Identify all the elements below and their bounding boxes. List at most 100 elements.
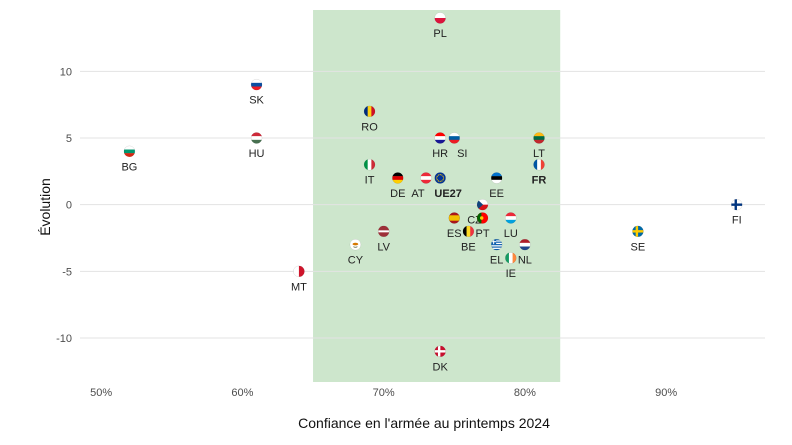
x-axis-title: Confiance en l'armée au printemps 2024 [298, 415, 550, 431]
fi-flag-icon [731, 199, 743, 211]
point-label: RO [361, 121, 378, 133]
nl-flag-icon [519, 239, 531, 251]
fr-flag-icon [533, 159, 545, 171]
data-point-be: BE [461, 225, 476, 253]
point-label: BE [461, 241, 476, 253]
data-point-si: SI [448, 132, 467, 160]
y-tick-label: 0 [66, 200, 72, 212]
point-label: LT [533, 148, 545, 160]
pl-flag-icon [434, 12, 446, 24]
lu-flag-icon [505, 212, 517, 224]
data-point-pt: PT [475, 212, 490, 240]
point-label: BG [121, 161, 137, 173]
de-flag-icon [392, 172, 404, 184]
x-tick-label: 50% [90, 387, 112, 399]
pt-flag-icon [477, 212, 489, 224]
data-point-ee: EE [489, 172, 504, 200]
data-point-mt: MT [291, 265, 307, 293]
point-label: SE [631, 241, 646, 253]
sk-flag-icon [251, 79, 263, 91]
x-tick-label: 80% [514, 387, 536, 399]
data-point-sk: SK [249, 78, 265, 107]
cy-flag-icon [349, 239, 361, 251]
point-label: PL [433, 28, 446, 40]
point-label: IE [506, 268, 516, 280]
point-label: ES [447, 228, 462, 240]
hu-flag-icon [251, 132, 263, 144]
data-point-at: AT [411, 172, 432, 200]
data-point-ie: IE [505, 252, 517, 280]
highlight-band-layer [313, 10, 561, 382]
ie-flag-icon [505, 252, 517, 264]
at-flag-icon [420, 172, 432, 184]
point-label: LU [504, 228, 518, 240]
point-label: HR [432, 148, 448, 160]
point-label: IT [365, 175, 375, 187]
data-point-lt: LT [533, 132, 545, 160]
point-label: PT [475, 228, 489, 240]
point-label: FR [532, 175, 547, 187]
x-tick-label: 60% [231, 387, 253, 399]
hr-flag-icon [434, 132, 446, 144]
data-point-nl: NL [518, 238, 532, 267]
lv-flag-icon [378, 225, 390, 237]
bg-flag-icon [123, 145, 135, 157]
data-point-hu: HU [249, 132, 265, 160]
point-label: FI [732, 215, 742, 227]
point-label: LV [377, 241, 390, 253]
data-point-ue27: UE27 [434, 172, 462, 200]
si-flag-icon [448, 132, 460, 144]
x-tick-label: 70% [373, 387, 395, 399]
point-label: SI [457, 148, 467, 160]
dk-flag-icon [434, 345, 446, 357]
eu-flag-icon [434, 172, 446, 184]
point-label: SK [249, 95, 264, 107]
data-point-el: EL [490, 238, 503, 267]
ro-flag-icon [364, 105, 376, 117]
data-point-lv: LV [377, 225, 391, 253]
it-flag-icon [364, 159, 376, 171]
data-point-it: IT [363, 158, 376, 187]
y-tick-label: 10 [60, 66, 72, 78]
grid-layer [80, 70, 765, 339]
point-label: DK [433, 361, 449, 373]
tick-label-layer: -10 -5 0 5 10 50% 60% 70% 80% 90% [56, 66, 677, 399]
y-tick-label: -5 [62, 266, 72, 278]
point-label: MT [291, 281, 307, 293]
point-label: EL [490, 255, 503, 267]
point-label: HU [249, 148, 265, 160]
data-point-fr: FR [532, 158, 547, 187]
cz-flag-icon [477, 199, 489, 211]
data-point-pl: PL [433, 12, 447, 40]
y-axis-title: Évolution [37, 178, 53, 236]
data-point-dk: DK [433, 345, 449, 373]
point-label: EE [489, 188, 504, 200]
point-label: CY [348, 255, 364, 267]
y-tick-label: 5 [66, 133, 72, 145]
be-flag-icon [462, 225, 474, 237]
es-flag-icon [448, 212, 460, 224]
data-point-hr: HR [432, 132, 448, 160]
el-flag-icon [491, 239, 503, 251]
data-point-es: ES [447, 212, 462, 240]
y-tick-label: -10 [56, 333, 72, 345]
ee-flag-icon [491, 172, 503, 184]
data-point-se: SE [631, 225, 646, 253]
point-label: NL [518, 255, 532, 267]
highlight-band [313, 10, 561, 382]
point-label: DE [390, 188, 405, 200]
data-point-fi: FI [731, 198, 743, 227]
se-flag-icon [632, 225, 644, 237]
mt-flag-icon [293, 265, 305, 277]
point-label: AT [411, 188, 425, 200]
data-point-bg: BG [121, 145, 137, 173]
x-tick-label: 90% [655, 387, 677, 399]
point-label: UE27 [434, 188, 462, 200]
data-point-lu: LU [504, 212, 518, 240]
data-point-ro: RO [361, 105, 378, 133]
data-point-cy: CY [348, 238, 364, 267]
data-point-de: DE [390, 172, 405, 200]
lt-flag-icon [533, 132, 545, 144]
